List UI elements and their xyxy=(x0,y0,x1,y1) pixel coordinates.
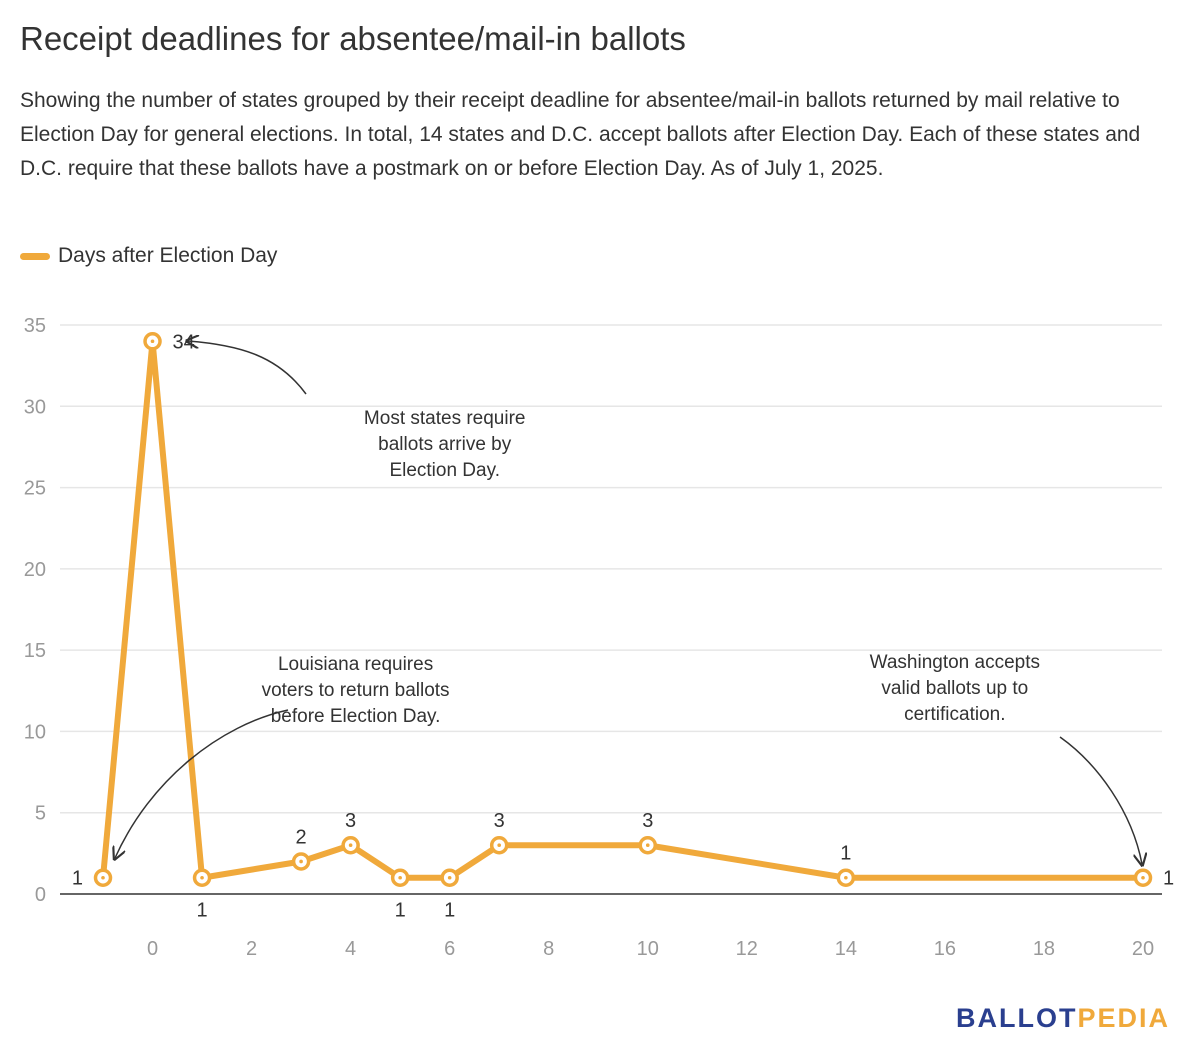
annotation-text: Louisiana requires xyxy=(278,654,433,675)
data-label: 1 xyxy=(196,900,207,922)
ballotpedia-logo: BALLOTPEDIA xyxy=(956,1003,1170,1034)
annotation-arrow xyxy=(188,341,307,395)
data-label: 34 xyxy=(173,331,195,353)
data-point-center xyxy=(200,875,204,880)
data-label: 1 xyxy=(444,900,455,922)
data-label: 3 xyxy=(494,810,505,832)
annotation-text: voters to return ballots xyxy=(262,680,450,701)
x-tick-label: 4 xyxy=(345,938,356,960)
annotation-text: before Election Day. xyxy=(271,706,441,727)
annotation-arrow xyxy=(115,709,289,858)
annotation-text: Most states require xyxy=(364,408,526,429)
x-tick-label: 6 xyxy=(444,938,455,960)
chart-title: Receipt deadlines for absentee/mail-in b… xyxy=(20,20,686,57)
annotation-text: Washington accepts xyxy=(870,652,1040,673)
series-line xyxy=(100,338,1146,881)
y-tick-label: 35 xyxy=(24,315,46,337)
data-point-center xyxy=(645,843,650,848)
chart-subtitle: Showing the number of states grouped by … xyxy=(20,89,1141,180)
x-tick-label: 12 xyxy=(736,938,758,960)
y-tick-label: 25 xyxy=(24,478,46,500)
data-point-center xyxy=(299,859,303,864)
data-point-center xyxy=(150,339,155,344)
x-tick-label: 14 xyxy=(835,938,857,960)
legend: Days after Election Day xyxy=(20,244,277,268)
data-point-center xyxy=(497,843,501,848)
y-tick-label: 10 xyxy=(24,721,46,743)
x-tick-label: 16 xyxy=(934,938,956,960)
x-tick-label: 2 xyxy=(246,938,257,960)
annotation-text: valid ballots up to xyxy=(881,678,1028,699)
annotation-text: ballots arrive by xyxy=(378,434,512,455)
data-label: 3 xyxy=(345,810,356,832)
data-point-center xyxy=(447,875,452,880)
logo-pedia-text: PEDIA xyxy=(1077,1003,1170,1033)
data-point-center xyxy=(1141,875,1145,880)
data-point-center xyxy=(398,875,402,880)
data-label: 1 xyxy=(1163,868,1174,890)
data-point-center xyxy=(348,843,353,848)
annotation-text: Election Day. xyxy=(389,460,500,481)
annotations: Most states require ballots arrive by Elec… xyxy=(115,341,1142,864)
y-tick-label: 0 xyxy=(35,884,46,906)
logo-ballot-text: BALLOT xyxy=(955,1003,1078,1033)
series-days-after-election-day xyxy=(93,332,1153,887)
data-label: 1 xyxy=(72,868,83,890)
annotation-text: certification. xyxy=(904,704,1005,725)
data-labels: 1 34 1 2 3 1 1 3 3 1 1 xyxy=(72,331,1174,921)
data-point-center xyxy=(844,875,848,880)
data-point-center xyxy=(101,875,105,880)
x-tick-label: 10 xyxy=(637,938,659,960)
data-label: 1 xyxy=(840,843,851,865)
y-tick-label: 5 xyxy=(35,803,46,825)
data-label: 2 xyxy=(296,826,307,848)
data-label: 3 xyxy=(642,810,653,832)
x-tick-label: 0 xyxy=(147,938,158,960)
data-label: 1 xyxy=(395,900,406,922)
x-tick-label: 8 xyxy=(543,938,554,960)
annotation-arrow xyxy=(1059,736,1142,864)
y-tick-label: 30 xyxy=(24,396,46,418)
x-tick-label: 18 xyxy=(1033,938,1055,960)
y-tick-label: 20 xyxy=(24,559,46,581)
legend-label: Days after Election Day xyxy=(58,244,278,267)
x-tick-label: 20 xyxy=(1132,938,1154,960)
legend-swatch xyxy=(20,252,50,260)
gridlines xyxy=(60,324,1162,814)
y-tick-label: 15 xyxy=(24,640,46,662)
